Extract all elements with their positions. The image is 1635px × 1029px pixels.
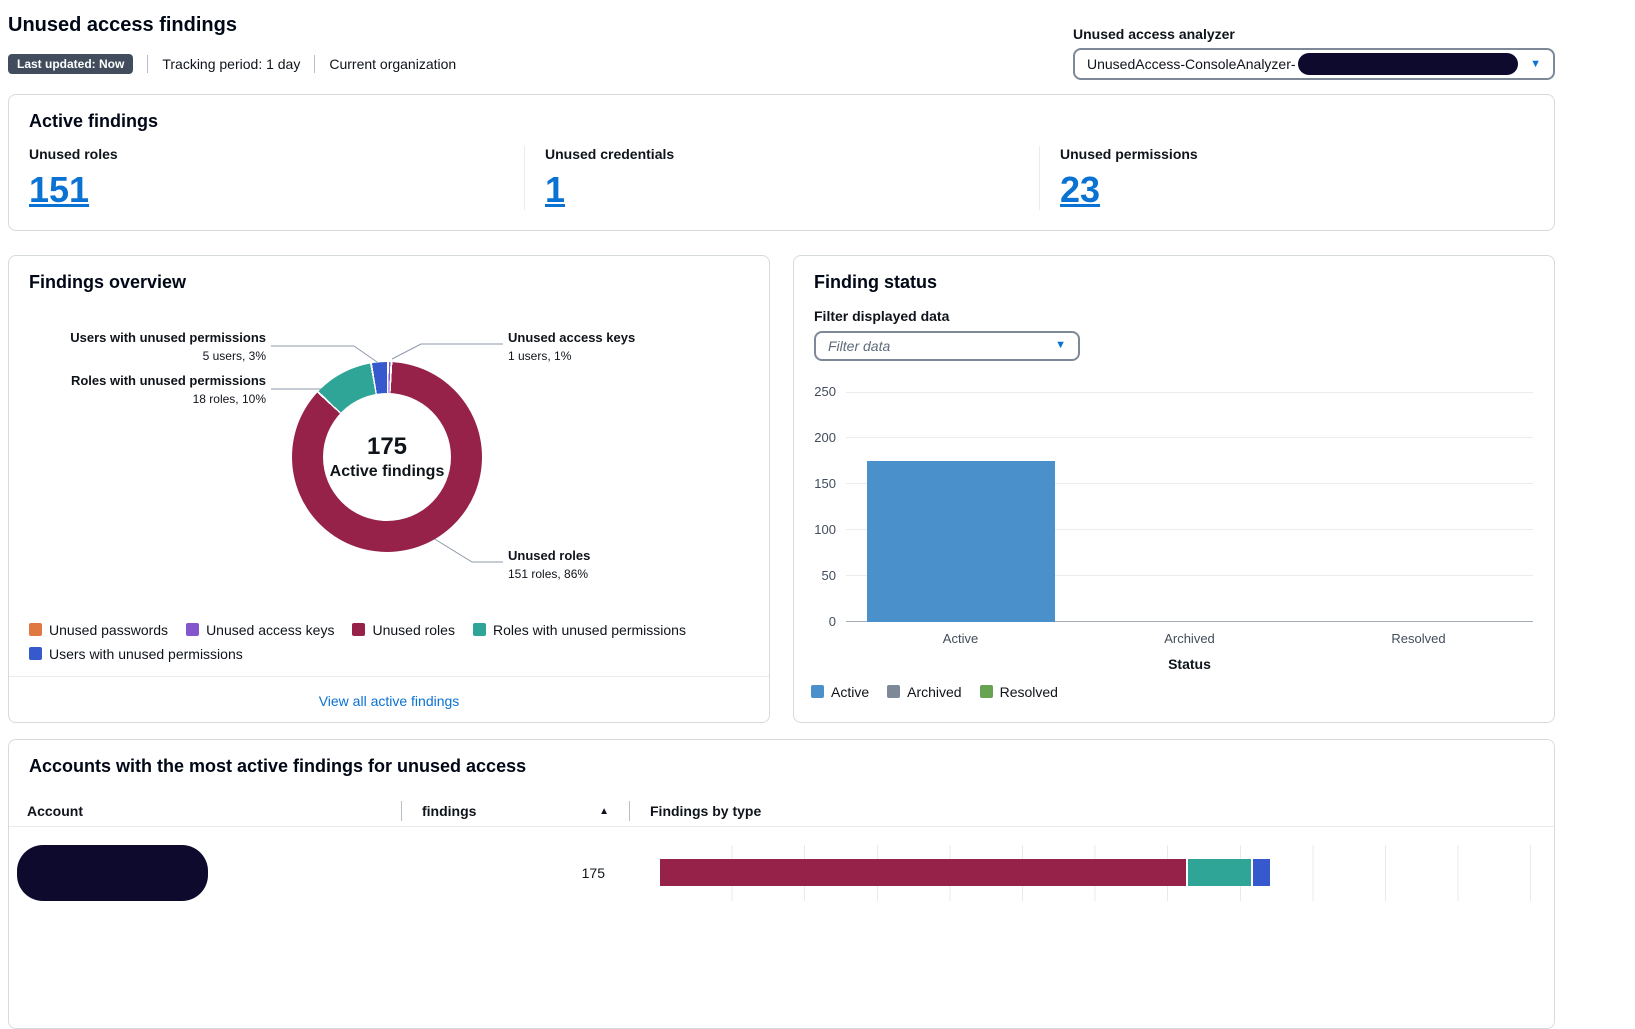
status-bar[interactable] [866, 460, 1055, 622]
status-chart-legend: Active Archived Resolved [811, 684, 1058, 700]
metric-label: Unused roles [29, 146, 118, 162]
y-tick-label: 100 [814, 521, 836, 537]
analyzer-select-group: Unused access analyzer UnusedAccess-Cons… [1073, 26, 1555, 80]
analyzer-select[interactable]: UnusedAccess-ConsoleAnalyzer- ▼ [1073, 48, 1555, 80]
separator [314, 55, 316, 73]
donut-total-value: 175 [366, 432, 408, 460]
y-tick-label: 50 [821, 567, 836, 583]
column-header-account: Account [27, 803, 83, 820]
legend-item-resolved[interactable]: Resolved [979, 684, 1058, 700]
separator [147, 55, 149, 73]
page-title: Unused access findings [8, 14, 237, 36]
legend-swatch [472, 623, 486, 637]
last-updated-badge: Last updated: Now [8, 54, 134, 74]
legend-swatch [186, 623, 200, 637]
x-tick-label: Archived [1164, 630, 1215, 646]
legend-item-active[interactable]: Active [811, 684, 869, 700]
legend-swatch [811, 685, 824, 699]
legend-item-unused-roles[interactable]: Unused roles [352, 622, 455, 638]
unused-roles-count-link[interactable]: 151 [29, 169, 90, 210]
filter-displayed-data-label: Filter displayed data [814, 307, 950, 324]
legend-item-unused-passwords[interactable]: Unused passwords [29, 622, 168, 638]
sort-ascending-icon[interactable]: ▲ [599, 805, 609, 817]
x-axis-title: Status [1168, 655, 1211, 672]
bar-chart-plot-area [846, 391, 1533, 622]
x-tick-label: Resolved [1391, 630, 1446, 646]
analyzer-select-label: Unused access analyzer [1073, 26, 1235, 42]
analyzer-select-value: UnusedAccess-ConsoleAnalyzer- [1087, 56, 1296, 72]
metric-unused-credentials: Unused credentials 1 [524, 146, 1039, 210]
analyzer-name-redaction [1297, 53, 1519, 75]
metric-label: Unused permissions [1060, 146, 1198, 162]
metric-unused-roles: Unused roles 151 [9, 146, 524, 210]
tracking-period-text: Tracking period: 1 day [162, 56, 301, 72]
organization-text: Current organization [329, 56, 457, 72]
active-findings-card: Active findings Unused roles 151 Unused … [8, 94, 1555, 231]
donut-center-label: Active findings [329, 462, 445, 480]
card-footer-divider [9, 675, 769, 677]
finding-status-title: Finding status [814, 271, 937, 292]
legend-item-roles-with-unused-permissions[interactable]: Roles with unused permissions [472, 622, 686, 638]
findings-bar-segment[interactable] [660, 859, 1187, 887]
donut-chart[interactable]: 175 Active findings [292, 361, 482, 552]
filter-placeholder: Filter data [828, 337, 891, 354]
page: Unused access findings Last updated: Now… [8, 0, 1555, 1029]
donut-legend: Unused passwords Unused access keys Unus… [29, 622, 719, 662]
column-header-findings[interactable]: findings ▲ [401, 801, 629, 822]
page-header-left: Unused access findings Last updated: Now… [8, 14, 456, 74]
findings-bar-track [660, 844, 1531, 901]
page-meta-row: Last updated: Now Tracking period: 1 day… [8, 54, 456, 74]
x-axis-labels: Active Archived Resolved [846, 631, 1533, 646]
active-findings-title: Active findings [29, 111, 159, 131]
legend-swatch [979, 685, 993, 699]
findings-bar-segment[interactable] [1252, 859, 1271, 887]
y-tick-label: 0 [828, 613, 836, 629]
account-cell [9, 844, 401, 901]
bar-slots [846, 392, 1533, 622]
unused-permissions-count-link[interactable]: 23 [1060, 169, 1101, 210]
findings-by-type-cell [629, 844, 1554, 901]
y-tick-label: 250 [814, 383, 836, 399]
page-header: Unused access findings Last updated: Now… [8, 0, 1555, 80]
finding-status-card: Finding status Filter displayed data Fil… [793, 254, 1556, 723]
legend-swatch [29, 647, 42, 661]
findings-bar-segment[interactable] [1188, 859, 1251, 887]
accounts-findings-card: Accounts with the most active findings f… [8, 738, 1555, 1029]
view-all-active-findings-link[interactable]: View all active findings [318, 692, 460, 709]
legend-swatch [29, 623, 42, 637]
accounts-findings-title: Accounts with the most active findings f… [29, 755, 527, 776]
findings-overview-card: Findings overview Users with unused perm… [8, 254, 770, 723]
gridlines [846, 391, 1533, 622]
chevron-down-icon: ▼ [1055, 339, 1066, 352]
pie-label-roles-with-unused-permissions: Roles with unused permissions 18 roles, … [70, 372, 266, 407]
y-tick-label: 150 [814, 475, 836, 491]
pie-label-unused-access-keys: Unused access keys 1 users, 1% [508, 329, 636, 364]
legend-item-archived[interactable]: Archived [887, 684, 962, 700]
donut-center: 175 Active findings [323, 392, 451, 521]
metric-label: Unused credentials [545, 146, 675, 162]
table-row: 175 [9, 841, 1554, 905]
metric-unused-permissions: Unused permissions 23 [1039, 146, 1554, 210]
finding-status-chart: 250 200 150 100 50 0 [794, 384, 1556, 702]
y-tick-label: 200 [814, 429, 836, 445]
pie-label-users-with-unused-permissions: Users with unused permissions 5 users, 3… [70, 329, 266, 364]
legend-item-unused-access-keys[interactable]: Unused access keys [186, 622, 334, 638]
column-header-findings-by-type: Findings by type [629, 801, 1554, 822]
findings-count-cell: 175 [581, 864, 605, 881]
active-findings-metrics: Unused roles 151 Unused credentials 1 Un… [9, 146, 1554, 210]
findings-overview-title: Findings overview [29, 271, 187, 292]
filter-data-select[interactable]: Filter data ▼ [814, 330, 1080, 361]
legend-item-users-with-unused-permissions[interactable]: Users with unused permissions [29, 646, 243, 662]
pie-label-unused-roles: Unused roles 151 roles, 86% [508, 547, 591, 582]
account-id-redaction[interactable] [17, 844, 208, 901]
chevron-down-icon: ▼ [1530, 57, 1541, 70]
table-header-row: Account findings ▲ Findings by type [9, 797, 1554, 827]
x-tick-label: Active [942, 630, 979, 646]
legend-swatch [352, 623, 366, 637]
legend-swatch [887, 685, 901, 699]
unused-credentials-count-link[interactable]: 1 [545, 169, 566, 210]
